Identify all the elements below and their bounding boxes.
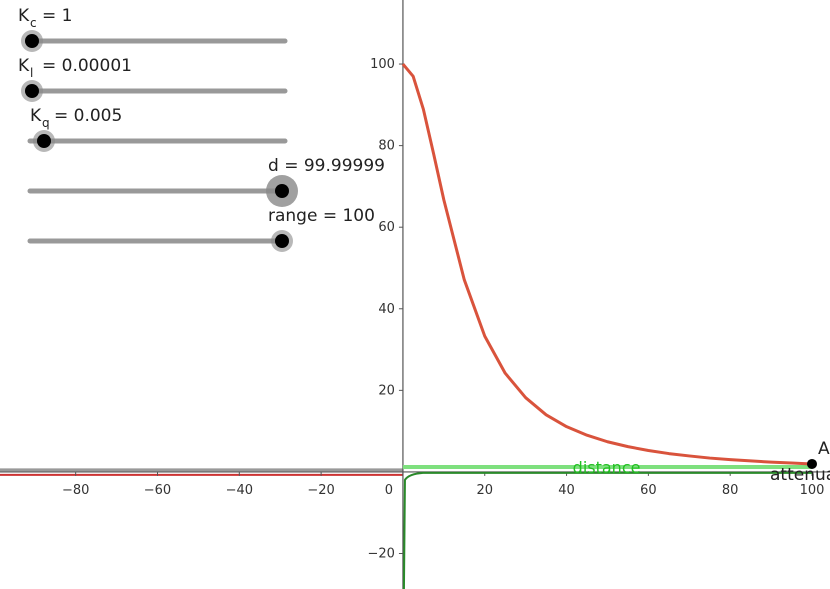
y-tick-label: 80	[378, 139, 395, 154]
slider-knob[interactable]	[275, 234, 289, 248]
x-tick-label: 60	[640, 483, 657, 498]
x-tick-label: 0	[385, 483, 393, 498]
x-tick-label: 100	[800, 483, 825, 498]
slider-label: d = 99.99999	[268, 156, 385, 176]
slider-symbol: K	[18, 56, 30, 76]
slider-symbol: K	[30, 106, 42, 126]
x-tick-label: −80	[62, 483, 89, 498]
slider-symbol: K	[18, 6, 30, 26]
y-tick-label: 60	[378, 220, 395, 235]
slider-subscript: c	[30, 16, 37, 30]
attenuation-label: attenua	[770, 465, 830, 485]
slider-subscript: l	[30, 66, 33, 80]
y-tick-label: −20	[367, 547, 394, 562]
y-tick-label: 20	[378, 383, 395, 398]
point-a	[807, 458, 818, 469]
y-tick-label: 40	[378, 302, 395, 317]
slider-label: range = 100	[268, 206, 375, 226]
x-tick-label: 20	[476, 483, 493, 498]
x-tick-label: −20	[307, 483, 334, 498]
slider-label: = 0.00001	[42, 56, 132, 76]
x-tick-label: 80	[722, 483, 739, 498]
x-tick-label: −40	[226, 483, 253, 498]
green-curve	[402, 471, 813, 589]
y-tick-label: 100	[370, 57, 395, 72]
x-tick-label: 40	[558, 483, 575, 498]
slider-knob[interactable]	[275, 184, 289, 198]
x-tick-label: −60	[144, 483, 171, 498]
slider-knob[interactable]	[25, 84, 39, 98]
slider-knob[interactable]	[25, 34, 39, 48]
attenuation-curve	[401, 63, 813, 466]
slider-label: = 0.005	[54, 106, 122, 126]
distance-label: distance	[573, 458, 641, 477]
slider-subscript: q	[42, 116, 50, 130]
slider-label: = 1	[42, 6, 72, 26]
point-a-label: A	[818, 439, 830, 459]
slider-knob[interactable]	[37, 134, 51, 148]
